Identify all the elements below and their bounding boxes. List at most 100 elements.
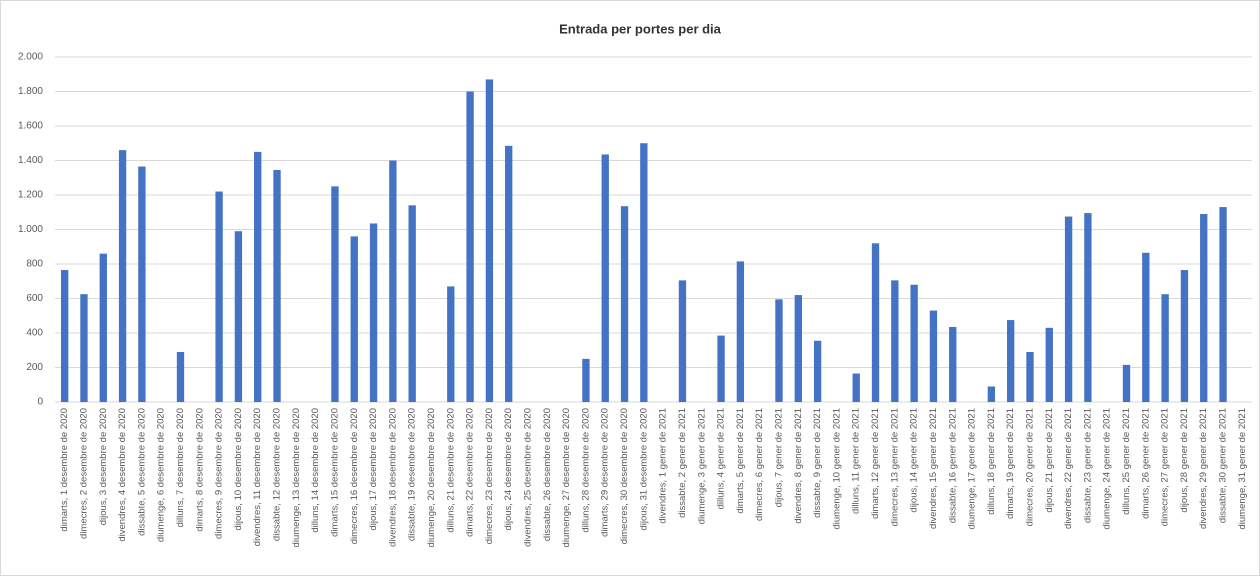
bar	[118, 150, 127, 402]
x-tick-label: diumenge, 6 desembre de 2020	[156, 408, 167, 542]
x-tick-label: diumenge, 10 gener de 2021	[831, 408, 842, 530]
bar	[60, 270, 69, 402]
x-tick-label: diumenge, 27 desembre de 2020	[561, 408, 572, 547]
x-tick-label: dimecres, 16 desembre de 2020	[349, 408, 360, 544]
x-tick-label: dijous, 17 desembre de 2020	[368, 408, 379, 531]
bar	[505, 145, 513, 402]
y-tick-label: 0	[37, 397, 43, 408]
bar	[80, 294, 88, 402]
x-tick-label: dimarts, 5 gener de 2021	[735, 408, 746, 514]
bar	[620, 206, 629, 402]
x-tick-label: dimarts, 22 desembre de 2020	[465, 408, 476, 537]
bar	[1142, 252, 1150, 402]
x-tick-label: divendres, 25 desembre de 2020	[523, 408, 534, 547]
y-tick-label: 800	[26, 259, 43, 270]
x-tick-label: dimarts, 15 desembre de 2020	[329, 408, 340, 537]
x-tick-label: dissabte, 16 gener de 2021	[947, 408, 958, 523]
x-tick-label: dimecres, 2 desembre de 2020	[78, 408, 89, 539]
x-tick-label: dimarts, 1 desembre de 2020	[59, 408, 70, 532]
x-tick-label: dimecres, 23 desembre de 2020	[484, 408, 495, 544]
x-tick-label: divendres, 18 desembre de 2020	[387, 408, 398, 547]
bar	[717, 335, 725, 402]
x-tick-label: diumenge, 24 gener de 2021	[1102, 408, 1113, 530]
x-tick-label: dissabte, 12 desembre de 2020	[272, 408, 283, 541]
x-tick-label: dimecres, 6 gener de 2021	[754, 408, 765, 521]
bar	[99, 253, 107, 402]
bar	[234, 231, 243, 402]
bar	[466, 91, 474, 402]
bar	[987, 386, 996, 402]
bar	[389, 160, 397, 402]
bar	[1084, 213, 1092, 402]
x-tick-label: dilluns, 14 desembre de 2020	[310, 408, 321, 533]
x-tick-label: dimecres, 9 desembre de 2020	[214, 408, 225, 539]
bar	[678, 280, 687, 402]
y-tick-label: 400	[26, 328, 43, 339]
bar	[949, 326, 957, 402]
bar	[447, 286, 455, 402]
x-tick-label: divendres, 22 gener de 2021	[1063, 408, 1074, 529]
x-tick-label: dijous, 21 gener de 2021	[1044, 408, 1055, 513]
bar	[1180, 270, 1189, 402]
x-tick-label: dijous, 10 desembre de 2020	[233, 408, 244, 531]
bar	[331, 186, 339, 402]
y-tick-label: 1.800	[18, 86, 43, 97]
chart-title: Entrada per portes per dia	[559, 21, 722, 36]
x-tick-label: dimecres, 27 gener de 2021	[1160, 408, 1171, 526]
bar	[408, 205, 416, 402]
x-tick-label: dijous, 3 desembre de 2020	[98, 408, 109, 525]
bar	[485, 79, 494, 403]
bar	[1200, 213, 1208, 402]
x-tick-label: diumenge, 13 desembre de 2020	[291, 408, 302, 547]
bar	[254, 151, 262, 402]
y-tick-label: 1.400	[18, 155, 43, 166]
bar	[1026, 351, 1034, 402]
x-tick-label: divendres, 29 gener de 2021	[1198, 408, 1209, 529]
x-tick-label: dissabte, 26 desembre de 2020	[542, 408, 553, 541]
x-tick-label: dilluns, 21 desembre de 2020	[445, 408, 456, 533]
bar	[852, 373, 860, 402]
x-tick-label: dissabte, 9 gener de 2021	[812, 408, 823, 518]
bar	[775, 299, 783, 402]
x-tick-label: dissabte, 5 desembre de 2020	[136, 408, 147, 536]
x-tick-label: dimarts, 26 gener de 2021	[1140, 408, 1151, 519]
y-tick-label: 2.000	[18, 52, 43, 63]
bar	[1064, 216, 1073, 402]
x-tick-label: dimecres, 30 desembre de 2020	[619, 408, 630, 544]
x-tick-label: dissabte, 19 desembre de 2020	[407, 408, 418, 541]
bar	[215, 191, 223, 402]
y-tick-label: 1.600	[18, 121, 43, 132]
y-tick-label: 200	[26, 362, 43, 373]
x-tick-label: dimarts, 12 gener de 2021	[870, 408, 881, 519]
bar	[871, 243, 880, 402]
x-tick-label: dilluns, 11 gener de 2021	[851, 408, 862, 514]
x-tick-label: dilluns, 18 gener de 2021	[986, 408, 997, 515]
bar	[1161, 294, 1169, 402]
x-tick-label: divendres, 15 gener de 2021	[928, 408, 939, 529]
x-tick-label: divendres, 1 gener de 2021	[658, 408, 669, 524]
x-tick-label: dilluns, 25 gener de 2021	[1121, 408, 1132, 515]
x-tick-label: diumenge, 17 gener de 2021	[967, 408, 978, 530]
x-tick-label: dimecres, 13 gener de 2021	[889, 408, 900, 526]
x-tick-label: divendres, 8 gener de 2021	[793, 408, 804, 524]
bar	[1219, 207, 1227, 402]
x-tick-label: divendres, 4 desembre de 2020	[117, 408, 128, 542]
x-tick-label: dissabte, 30 gener de 2021	[1218, 408, 1229, 523]
x-tick-label: dijous, 14 gener de 2021	[909, 408, 920, 513]
x-tick-label: diumenge, 3 gener de 2021	[696, 408, 707, 524]
bar	[891, 280, 899, 402]
x-tick-label: diumenge, 20 desembre de 2020	[426, 408, 437, 547]
y-tick-label: 1.000	[18, 224, 43, 235]
bar	[138, 166, 146, 402]
x-tick-label: dimarts, 19 gener de 2021	[1005, 408, 1016, 519]
x-tick-label: dijous, 31 desembre de 2020	[638, 408, 649, 531]
x-tick-label: dimarts, 29 desembre de 2020	[600, 408, 611, 537]
bar	[369, 223, 378, 402]
x-tick-label: dijous, 28 gener de 2021	[1179, 408, 1190, 513]
x-tick-label: dilluns, 7 desembre de 2020	[175, 408, 186, 527]
bar	[929, 310, 938, 402]
x-tick-label: divendres, 11 desembre de 2020	[252, 408, 263, 546]
